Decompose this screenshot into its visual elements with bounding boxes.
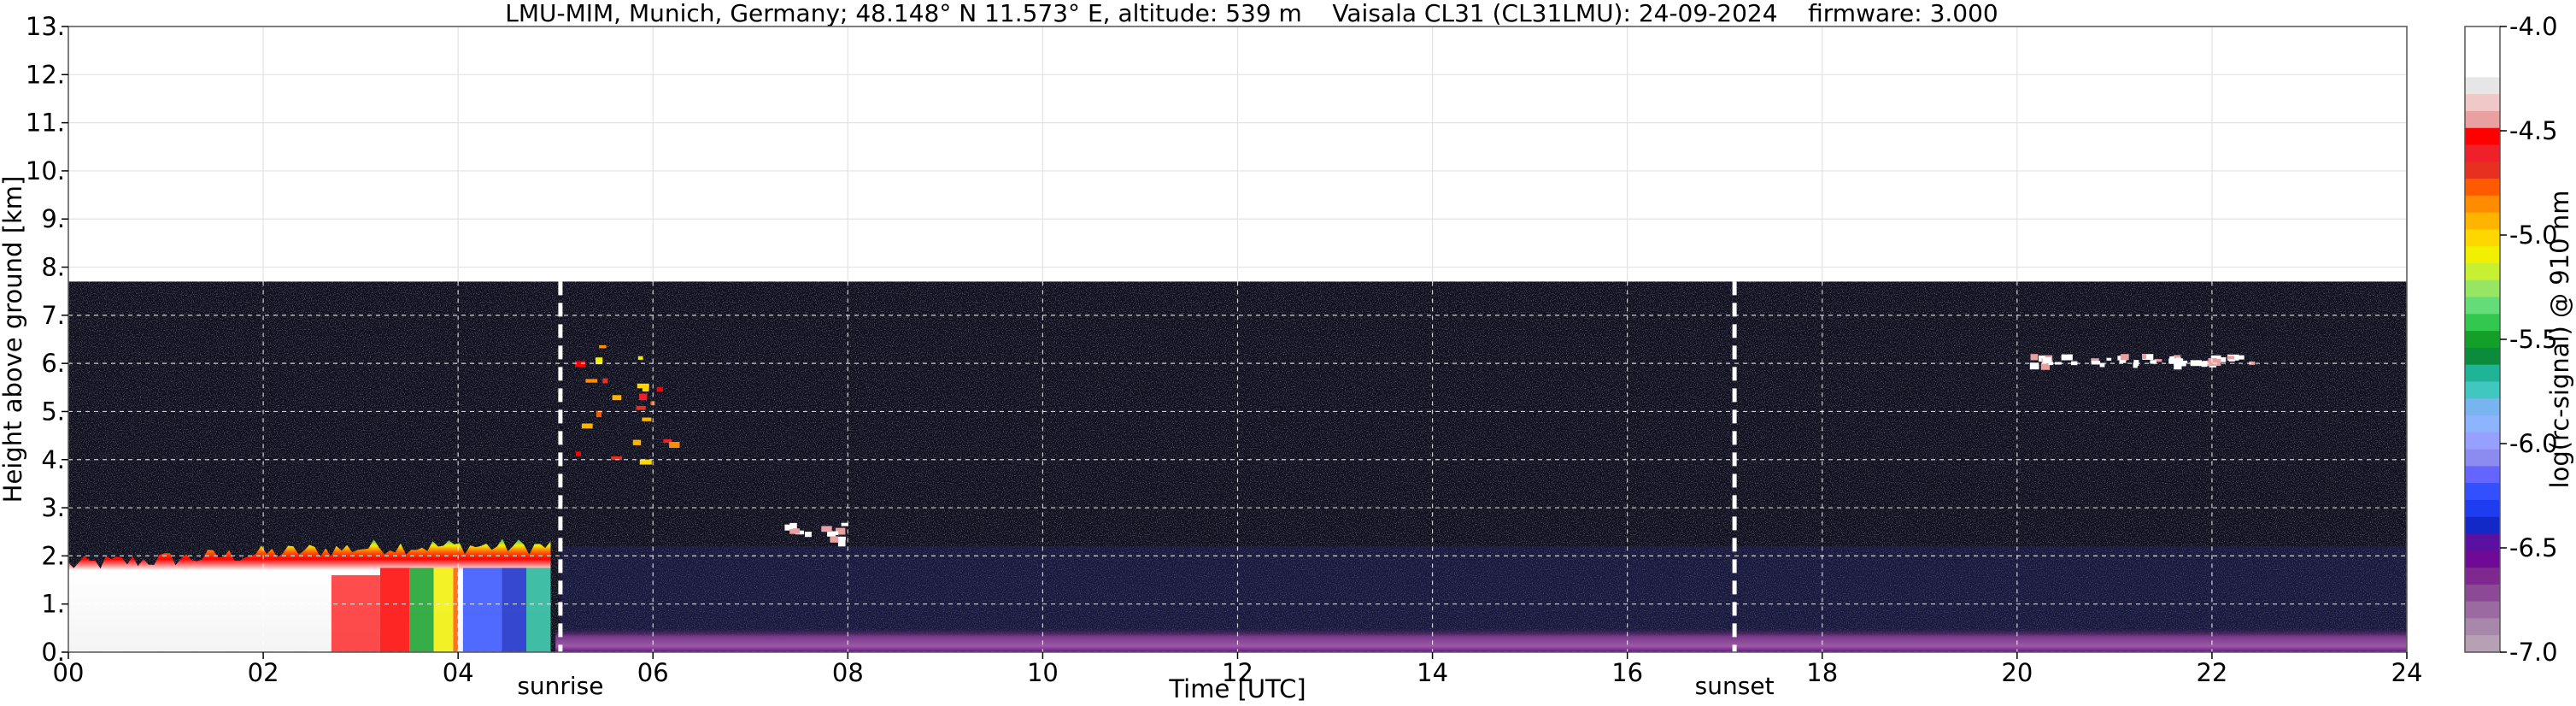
x-tick-label: 24: [2391, 658, 2423, 687]
feature-1: [575, 344, 680, 465]
colorbar-swatch: [2465, 449, 2500, 467]
colorbar-swatch: [2465, 43, 2500, 62]
y-tick-label: 2.: [41, 541, 65, 570]
colorbar-swatch: [2465, 618, 2500, 636]
colorbar-swatch: [2465, 162, 2500, 179]
event-label-sunset: sunset: [1695, 672, 1775, 700]
page-title: LMU-MIM, Munich, Germany; 48.148° N 11.5…: [505, 0, 1998, 27]
feature-3: [555, 627, 2407, 652]
x-tick-label: 14: [1417, 658, 1448, 687]
y-tick-label: 0.: [41, 638, 65, 667]
colorbar-swatch: [2465, 568, 2500, 585]
x-tick-label: 02: [248, 658, 279, 687]
colorbar-swatch: [2465, 212, 2500, 230]
colorbar-tick-label: -6.5: [2509, 533, 2558, 562]
y-tick-label: 12.: [26, 60, 65, 89]
y-tick-label: 10.: [26, 156, 65, 185]
colorbar-swatch: [2465, 499, 2500, 518]
colorbar-tick-label: -5.5: [2509, 325, 2558, 354]
x-tick-label: 10: [1027, 658, 1059, 687]
colorbar-swatch: [2465, 432, 2500, 450]
colorbar-swatch: [2465, 262, 2500, 281]
colorbar-swatch: [2465, 127, 2500, 146]
colorbar-swatch: [2465, 297, 2500, 315]
colorbar-swatch: [2465, 483, 2500, 501]
colorbar-swatch: [2465, 381, 2500, 399]
colorbar-swatch: [2465, 26, 2500, 44]
colorbar-swatch: [2465, 94, 2500, 112]
colorbar-label: log(rc-signal) @ 910 nm: [2545, 191, 2574, 489]
colorbar-swatch: [2465, 398, 2500, 416]
x-tick-label: 04: [443, 658, 474, 687]
colorbar-swatch: [2465, 246, 2500, 264]
colorbar-swatch: [2465, 314, 2500, 332]
x-axis-label: Time [UTC]: [1168, 674, 1306, 703]
colorbar-swatch: [2465, 516, 2500, 535]
y-axis-label: Height above ground [km]: [0, 176, 27, 503]
y-tick-label: 1.: [41, 590, 65, 619]
colorbar-swatch: [2465, 415, 2500, 433]
colorbar-swatch: [2465, 364, 2500, 383]
colorbar-tick-label: -7.0: [2509, 638, 2558, 667]
colorbar-swatch: [2465, 229, 2500, 247]
y-tick-label: 9.: [41, 204, 65, 233]
y-tick-label: 3.: [41, 493, 65, 522]
x-tick-label: 12: [1222, 658, 1253, 687]
colorbar-swatch: [2465, 331, 2500, 349]
colorbar-swatch: [2465, 584, 2500, 603]
colorbar-swatch: [2465, 347, 2500, 366]
y-tick-label: 7.: [41, 301, 65, 330]
colorbar-swatch: [2465, 60, 2500, 78]
y-tick-label: 8.: [41, 253, 65, 282]
colorbar-swatch: [2465, 533, 2500, 551]
colorbar-swatch: [2465, 279, 2500, 298]
colorbar-swatch: [2465, 601, 2500, 620]
y-tick-label: 13.: [26, 12, 65, 41]
y-tick-label: 6.: [41, 349, 65, 378]
colorbar-tick-label: -4.0: [2509, 12, 2558, 41]
x-tick-label: 16: [1611, 658, 1643, 687]
x-tick-label: 06: [637, 658, 669, 687]
feature-0: [68, 538, 551, 652]
aerosol-haze: [560, 546, 2407, 633]
colorbar-swatch: [2465, 195, 2500, 214]
colorbar-swatch: [2465, 144, 2500, 162]
x-tick-label: 00: [53, 658, 85, 687]
x-tick-label: 08: [832, 658, 864, 687]
x-tick-label: 22: [2196, 658, 2227, 687]
colorbar-swatch: [2465, 110, 2500, 129]
colorbar-swatch: [2465, 550, 2500, 568]
y-tick-label: 5.: [41, 397, 65, 426]
event-label-sunrise: sunrise: [517, 672, 603, 700]
y-tick-label: 11.: [26, 109, 65, 138]
colorbar-swatch: [2465, 179, 2500, 197]
x-tick-label: 20: [2001, 658, 2033, 687]
colorbar-tick-label: -6.0: [2509, 429, 2558, 458]
colorbar-swatch: [2465, 466, 2500, 484]
colorbar-tick-label: -4.5: [2509, 116, 2558, 145]
colorbar-swatch: [2465, 77, 2500, 95]
colorbar: -4.0 -4.5 -5.0 -5.5 -6.0 -6.5 -7.0: [2464, 12, 2558, 667]
y-tick-label: 4.: [41, 445, 65, 474]
x-tick-label: 18: [1806, 658, 1838, 687]
colorbar-tick-label: -5.0: [2509, 221, 2558, 250]
feature-2: [784, 522, 849, 547]
colorbar-swatch: [2465, 635, 2500, 653]
